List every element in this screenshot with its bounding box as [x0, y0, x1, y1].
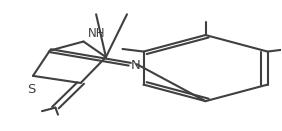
- Text: NH: NH: [88, 27, 105, 40]
- Text: N: N: [131, 59, 141, 72]
- Text: S: S: [27, 83, 36, 96]
